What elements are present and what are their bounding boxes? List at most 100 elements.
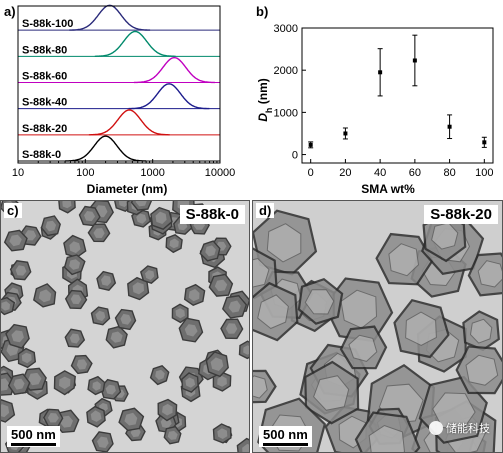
nanoparticle bbox=[462, 310, 500, 352]
nanoparticle bbox=[7, 373, 31, 395]
curve-S-88k-40 bbox=[128, 83, 210, 110]
panel-a-frame bbox=[17, 5, 221, 164]
nanoparticle bbox=[53, 370, 76, 396]
nanoparticle bbox=[157, 398, 178, 422]
data-point bbox=[412, 58, 417, 63]
nanoparticle bbox=[87, 223, 111, 243]
nanoparticle bbox=[3, 229, 28, 252]
nanoparticle bbox=[205, 351, 229, 378]
nanoparticle bbox=[58, 201, 76, 214]
nanoparticle bbox=[86, 405, 106, 428]
nanoparticle bbox=[118, 407, 145, 432]
nanoparticle bbox=[91, 431, 114, 452]
series-label-S-88k-40: S-88k-40 bbox=[22, 97, 67, 109]
nanoparticle bbox=[87, 375, 106, 396]
series-label-S-88k-100: S-88k-100 bbox=[22, 18, 73, 30]
nanoparticle bbox=[1, 399, 16, 423]
data-point bbox=[482, 140, 487, 145]
nanoparticle bbox=[238, 340, 249, 360]
nanoparticle bbox=[63, 254, 86, 276]
panel-c-label: c) bbox=[4, 203, 22, 218]
nanoparticle bbox=[467, 252, 502, 297]
nanoparticle bbox=[171, 303, 189, 324]
nanoparticle bbox=[199, 240, 221, 262]
nanoparticle bbox=[208, 273, 234, 297]
panel-b-frame bbox=[301, 27, 494, 164]
curve-S-88k-0 bbox=[65, 135, 147, 162]
nanoparticle bbox=[70, 354, 93, 375]
x-tick-label: 0 bbox=[308, 167, 314, 179]
panel-b-label: b) bbox=[256, 4, 268, 19]
y-tick-label: 3000 bbox=[274, 23, 298, 35]
nanoparticle bbox=[150, 206, 173, 230]
nanoparticle bbox=[354, 411, 421, 452]
x-tick-label: 20 bbox=[339, 167, 351, 179]
scale-bar-line bbox=[11, 443, 56, 446]
series-label-S-88k-0: S-88k-0 bbox=[22, 149, 61, 161]
x-tick-label: 100 bbox=[475, 167, 493, 179]
nanoparticle bbox=[64, 289, 88, 310]
series-label-S-88k-60: S-88k-60 bbox=[22, 71, 67, 83]
nanoparticle bbox=[422, 213, 467, 263]
nanoparticle bbox=[455, 345, 502, 395]
nanoparticle bbox=[393, 298, 450, 359]
nanoparticle bbox=[236, 437, 249, 452]
x-tick-label: 10000 bbox=[205, 167, 236, 179]
nanoparticle bbox=[130, 201, 153, 211]
nanoparticle bbox=[163, 425, 182, 445]
nanoparticle bbox=[63, 234, 87, 259]
panel-c-sample-tag: S-88k-0 bbox=[179, 205, 245, 224]
nanoparticle bbox=[253, 369, 277, 404]
data-point bbox=[343, 131, 348, 136]
x-tick-label: 100 bbox=[76, 167, 94, 179]
nanoparticle bbox=[105, 325, 128, 349]
nanoparticle bbox=[253, 281, 299, 342]
x-tick-label: 10 bbox=[12, 167, 24, 179]
nanoparticle bbox=[181, 372, 199, 393]
tem-particles-d bbox=[253, 209, 502, 452]
nanoparticle bbox=[9, 260, 32, 281]
panel-d-scale-bar: 500 nm bbox=[259, 426, 312, 447]
scale-bar-line bbox=[263, 443, 308, 446]
nanoparticle bbox=[99, 378, 122, 400]
x-tick-label: 40 bbox=[374, 167, 386, 179]
curve-S-88k-20 bbox=[88, 109, 170, 136]
panel-c-tem-image: c) S-88k-0 500 nm bbox=[0, 200, 250, 453]
nanoparticle bbox=[212, 423, 232, 444]
panel-d-scale-label: 500 nm bbox=[263, 427, 308, 442]
y-tick-label: 1000 bbox=[274, 107, 298, 119]
series-label-S-88k-20: S-88k-20 bbox=[22, 123, 67, 135]
x-tick-label: 60 bbox=[409, 167, 421, 179]
nanoparticle bbox=[339, 325, 388, 370]
x-tick-label: 1000 bbox=[140, 167, 164, 179]
tem-particles-c bbox=[1, 201, 249, 452]
nanoparticle bbox=[78, 205, 101, 227]
watermark: 储能科技 bbox=[429, 420, 490, 436]
nanoparticle bbox=[183, 283, 206, 306]
nanoparticle bbox=[212, 371, 232, 392]
curve-S-88k-60 bbox=[133, 56, 215, 84]
nanoparticle bbox=[297, 277, 344, 325]
nanoparticle bbox=[375, 232, 434, 286]
curve-S-88k-100 bbox=[69, 4, 151, 31]
nanoparticle bbox=[149, 365, 170, 386]
nanoparticle bbox=[96, 270, 117, 291]
nanoparticle bbox=[114, 308, 137, 331]
nanoparticle bbox=[5, 323, 30, 349]
nanoparticle bbox=[178, 317, 204, 343]
nanoparticle bbox=[1, 296, 16, 316]
panel-c-scale-label: 500 nm bbox=[11, 427, 56, 442]
nanoparticle bbox=[165, 234, 183, 254]
nanoparticle bbox=[304, 360, 360, 425]
wechat-logo-icon bbox=[429, 421, 443, 435]
y-tick-label: 2000 bbox=[274, 65, 298, 77]
nanoparticle bbox=[139, 265, 159, 284]
nanoparticle bbox=[33, 283, 57, 308]
panel-a-dls-chart: a) S-88k-100 S-88k-80 S-88k-60 S-88k-40 S-88… bbox=[0, 0, 240, 200]
nanoparticle bbox=[42, 408, 64, 428]
nanoparticle bbox=[222, 295, 248, 319]
series-label-S-88k-80: S-88k-80 bbox=[22, 44, 67, 56]
panel-a-label: a) bbox=[4, 4, 16, 19]
nanoparticle bbox=[64, 328, 86, 348]
